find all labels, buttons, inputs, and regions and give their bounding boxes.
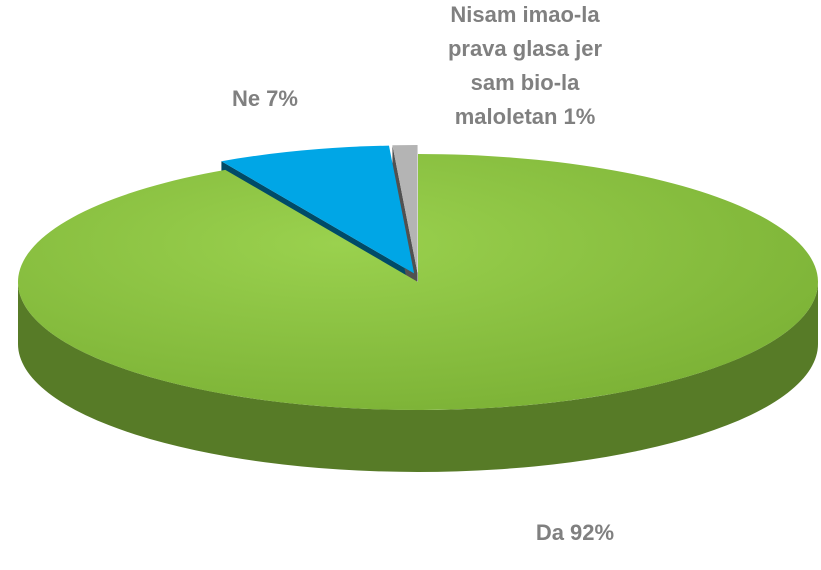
value-label: 92% xyxy=(570,520,614,545)
slice xyxy=(392,145,418,274)
slice xyxy=(221,145,415,274)
value-label: 1% xyxy=(563,104,595,129)
slice-label: Ne xyxy=(232,86,260,111)
value-label: 7% xyxy=(266,86,298,111)
slice-label: Da xyxy=(536,520,565,545)
slice-label: Nisam imao-la prava glasa jer sam bio-la ma… xyxy=(448,2,603,129)
slice xyxy=(17,154,819,411)
slice-wall xyxy=(18,282,818,472)
